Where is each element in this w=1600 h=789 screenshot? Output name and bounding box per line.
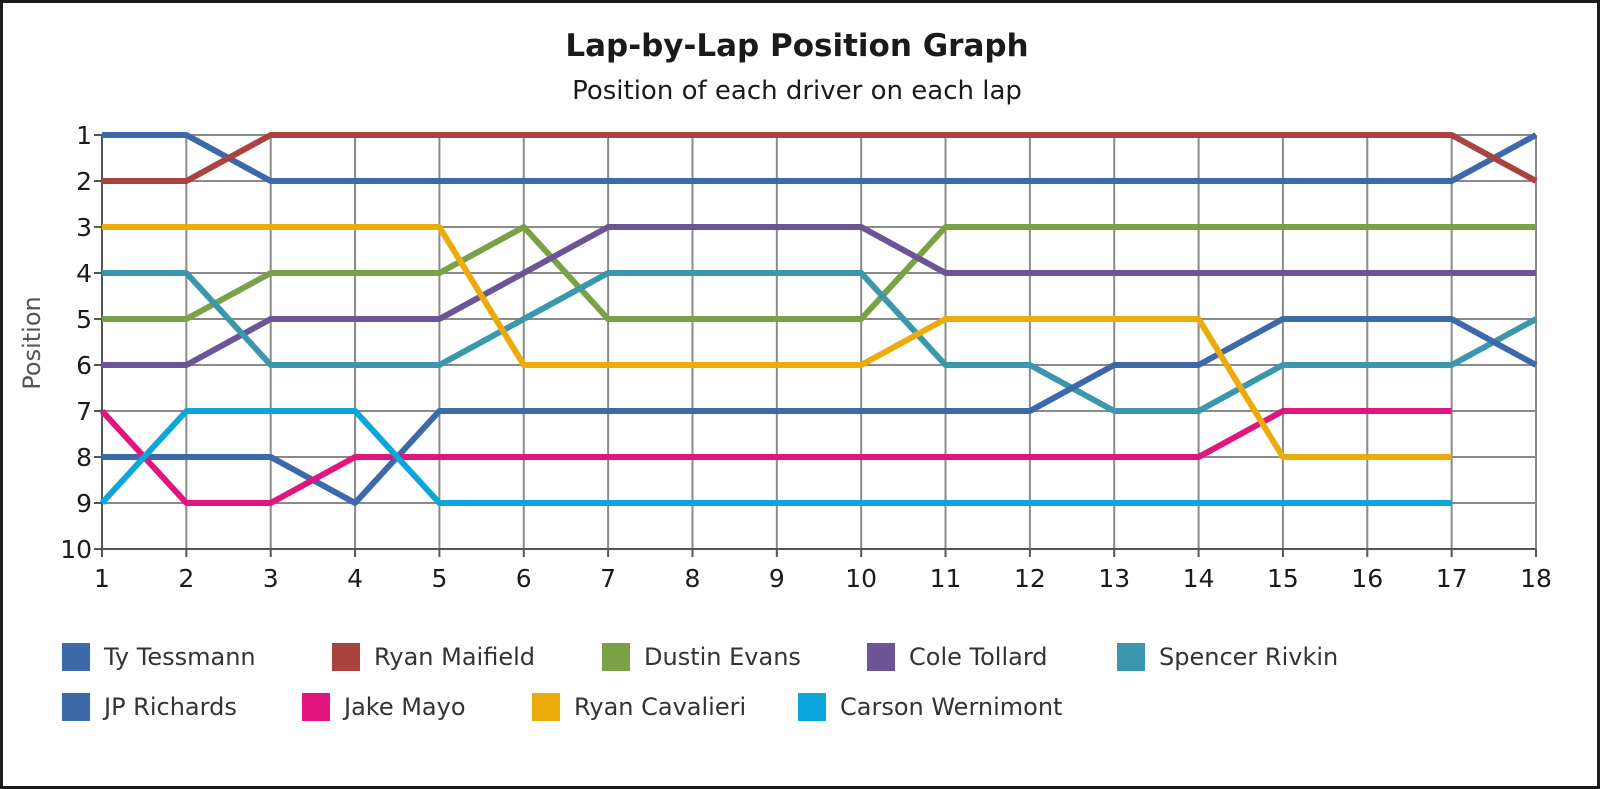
series-line-cole-tollard bbox=[102, 224, 1536, 368]
x-tick-label: 16 bbox=[1351, 564, 1383, 593]
chart-title: Lap-by-Lap Position Graph bbox=[565, 28, 1029, 64]
legend-item: Ryan Cavalieri bbox=[532, 693, 798, 721]
legend-swatch bbox=[62, 643, 90, 671]
x-tick-label: 12 bbox=[1014, 564, 1046, 593]
x-tick-label: 17 bbox=[1436, 564, 1468, 593]
legend-label: Ryan Maifield bbox=[374, 643, 535, 671]
y-tick-label: 6 bbox=[76, 351, 92, 380]
y-tick-label: 3 bbox=[76, 213, 92, 242]
y-tick-label: 10 bbox=[60, 535, 92, 564]
legend-swatch bbox=[798, 693, 826, 721]
y-tick-label: 1 bbox=[76, 121, 92, 150]
x-tick-label: 7 bbox=[600, 564, 616, 593]
x-tick-label: 9 bbox=[769, 564, 785, 593]
legend-item: Spencer Rivkin bbox=[1117, 643, 1377, 671]
legend-item: Cole Tollard bbox=[867, 643, 1117, 671]
x-tick-label: 4 bbox=[347, 564, 363, 593]
y-axis-label: Position bbox=[18, 296, 46, 389]
chart-subtitle: Position of each driver on each lap bbox=[572, 76, 1022, 106]
y-tick-label: 5 bbox=[76, 305, 92, 334]
legend-label: Dustin Evans bbox=[644, 643, 801, 671]
series-lines bbox=[99, 132, 1538, 506]
series-line-carson-wernimont bbox=[99, 408, 1452, 506]
x-tick-label: 2 bbox=[178, 564, 194, 593]
y-tick-label: 4 bbox=[76, 259, 92, 288]
legend-swatch bbox=[867, 643, 895, 671]
legend-swatch bbox=[1117, 643, 1145, 671]
series-line-spencer-rivkin bbox=[102, 270, 1538, 414]
grid bbox=[101, 134, 1537, 550]
x-tick-label: 18 bbox=[1520, 564, 1552, 593]
legend-label: Carson Wernimont bbox=[840, 693, 1063, 721]
x-tick-label: 1 bbox=[94, 564, 110, 593]
legend-item: Jake Mayo bbox=[302, 693, 532, 721]
legend-swatch bbox=[602, 643, 630, 671]
legend-row: Ty Tessmann Ryan Maifield Dustin Evans Cole… bbox=[62, 632, 1562, 682]
legend: Ty Tessmann Ryan Maifield Dustin Evans Cole… bbox=[62, 632, 1562, 732]
legend-item: JP Richards bbox=[62, 693, 302, 721]
legend-label: Cole Tollard bbox=[909, 643, 1048, 671]
x-tick-label: 11 bbox=[930, 564, 962, 593]
legend-label: Spencer Rivkin bbox=[1159, 643, 1339, 671]
y-tick-label: 8 bbox=[76, 443, 92, 472]
legend-swatch bbox=[332, 643, 360, 671]
legend-label: JP Richards bbox=[104, 693, 237, 721]
y-tick-label: 7 bbox=[76, 397, 92, 426]
x-tick-label: 14 bbox=[1183, 564, 1215, 593]
series-line-dustin-evans bbox=[102, 224, 1536, 322]
series-line-jake-mayo bbox=[99, 408, 1452, 506]
legend-swatch bbox=[302, 693, 330, 721]
series-line-ryan-cavalieri bbox=[102, 224, 1452, 460]
legend-row: JP Richards Jake Mayo Ryan Cavalieri Carson… bbox=[62, 682, 1562, 732]
legend-item: Dustin Evans bbox=[602, 643, 867, 671]
legend-item: Carson Wernimont bbox=[798, 693, 1098, 721]
legend-label: Ty Tessmann bbox=[104, 643, 256, 671]
series-line-jp-richards bbox=[102, 316, 1538, 506]
x-tick-label: 5 bbox=[431, 564, 447, 593]
legend-label: Ryan Cavalieri bbox=[574, 693, 747, 721]
legend-label: Jake Mayo bbox=[344, 693, 466, 721]
x-tick-label: 10 bbox=[845, 564, 877, 593]
y-tick-label: 9 bbox=[76, 489, 92, 518]
y-tick-label: 2 bbox=[76, 167, 92, 196]
legend-swatch bbox=[532, 693, 560, 721]
x-tick-label: 15 bbox=[1267, 564, 1299, 593]
legend-item: Ty Tessmann bbox=[62, 643, 332, 671]
x-tick-label: 8 bbox=[685, 564, 701, 593]
series-line-ryan-maifield bbox=[102, 132, 1538, 184]
x-tick-label: 13 bbox=[1098, 564, 1130, 593]
x-tick-label: 6 bbox=[516, 564, 532, 593]
x-tick-label: 3 bbox=[263, 564, 279, 593]
legend-swatch bbox=[62, 693, 90, 721]
legend-item: Ryan Maifield bbox=[332, 643, 602, 671]
series-line-ty-tessmann bbox=[102, 132, 1538, 184]
